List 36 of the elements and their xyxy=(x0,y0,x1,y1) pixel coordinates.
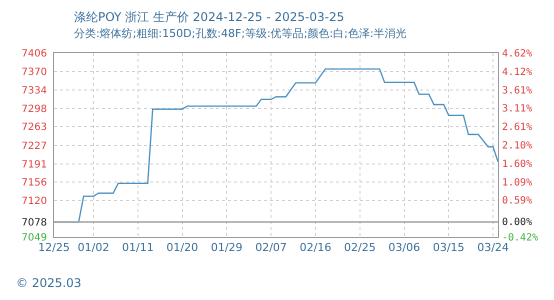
y2-tick-label: 3.61% xyxy=(502,85,532,96)
y-tick-label: 7156 xyxy=(22,177,47,188)
y2-tick-label: -0.42% xyxy=(502,232,538,244)
y2-tick-label: 4.62% xyxy=(502,48,532,60)
text: © 2025.03 xyxy=(16,276,82,290)
y2-tick-label: 4.12% xyxy=(502,66,532,78)
y-tick-label: 7120 xyxy=(22,196,47,207)
x-tick-label: 01/02 xyxy=(78,241,110,254)
x-tick-label: 01/20 xyxy=(166,241,198,254)
y2-tick-label: 0.00% xyxy=(502,217,532,228)
y2-tick-label: 1.09% xyxy=(502,177,532,188)
y-tick-label: 7370 xyxy=(22,67,47,78)
x-tick-label: 03/06 xyxy=(388,241,420,254)
y2-tick-label: 2.61% xyxy=(502,122,532,133)
chart-subtitle: 分类:熔体纺;粗细:150D;孔数:48F;等级:优等品;颜色:白;色泽:半消光 xyxy=(74,27,407,40)
x-tick-label: 03/15 xyxy=(432,241,465,254)
y-tick-label: 7078 xyxy=(22,218,47,229)
x-tick-label: 01/29 xyxy=(210,241,243,254)
y-tick-label: 7191 xyxy=(22,159,47,170)
y2-tick-label: 2.10% xyxy=(502,140,532,152)
y-tick-label: 7334 xyxy=(22,86,47,97)
x-tick-label: 03/24 xyxy=(477,241,509,254)
chart-title: 涤纶POY 浙江 生产价 2024-12-25 - 2025-03-25 xyxy=(74,10,344,24)
y2-tick-label: 1.60% xyxy=(502,158,532,170)
x-tick-label: 12/25 xyxy=(38,241,70,254)
x-tick-label: 01/11 xyxy=(122,241,154,254)
y-tick-label: 7406 xyxy=(22,48,47,60)
x-tick-label: 02/25 xyxy=(344,241,376,254)
y-tick-label: 7298 xyxy=(22,104,47,116)
x-tick-label: 02/16 xyxy=(300,241,332,254)
y-tick-label: 7049 xyxy=(22,232,47,244)
y2-tick-label: 0.59% xyxy=(502,196,532,207)
x-tick-label: 02/07 xyxy=(255,241,287,254)
y-tick-label: 7227 xyxy=(22,140,47,152)
y-tick-label: 7263 xyxy=(22,122,47,134)
y2-tick-label: 3.11% xyxy=(502,104,532,115)
